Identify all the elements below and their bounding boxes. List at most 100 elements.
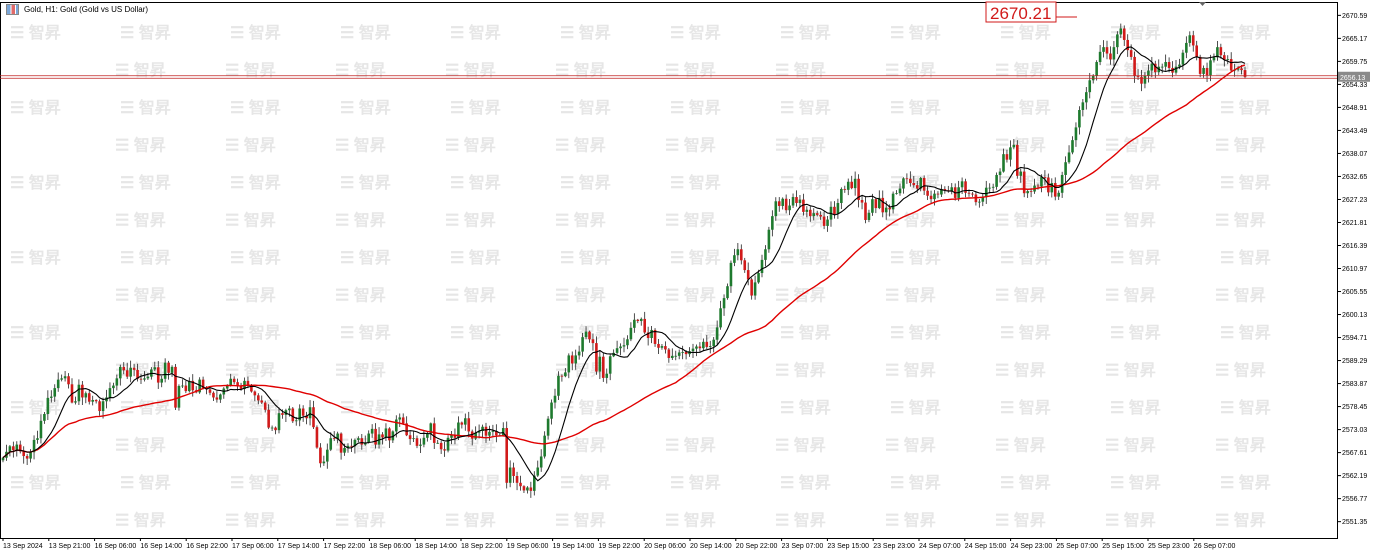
time-tick-label: 13 Sep 21:00 — [49, 543, 91, 550]
time-tick-label: 13 Sep 2024 — [3, 543, 43, 550]
watermark-text: ☰ 智昇 — [775, 511, 826, 530]
candle-body — [457, 422, 460, 438]
candle-body — [1009, 147, 1012, 160]
candle-body — [909, 178, 912, 184]
watermark-text: ☰ 智昇 — [780, 23, 831, 42]
candle-body — [488, 431, 491, 436]
candle-body — [25, 456, 29, 459]
watermark-text: ☰ 智昇 — [560, 98, 611, 117]
watermark-text: ☰ 智昇 — [995, 286, 1046, 305]
candle-body — [481, 426, 484, 431]
candle-body — [1209, 60, 1212, 76]
watermark-text: ☰ 智昇 — [340, 248, 391, 267]
chart-title-bar: Gold, H1: Gold (Gold vs US Dollar) — [6, 3, 148, 15]
watermark-text: ☰ 智昇 — [890, 98, 941, 117]
watermark-text: ☰ 智昇 — [335, 286, 386, 305]
candle-body — [619, 346, 622, 349]
watermark-text: ☰ 智昇 — [1220, 23, 1271, 42]
time-tick-label: 24 Sep 23:00 — [1011, 543, 1053, 550]
candle-body — [567, 355, 571, 373]
watermark-text: ☰ 智昇 — [450, 23, 501, 42]
candle-body — [988, 187, 991, 189]
candle-body — [215, 397, 219, 400]
candle-body — [267, 409, 270, 428]
candle-body — [270, 427, 274, 429]
candle-body — [695, 346, 698, 349]
candle-body — [87, 393, 91, 402]
watermark-text: ☰ 智昇 — [115, 136, 166, 155]
candle-body — [367, 433, 370, 443]
candle-body — [112, 385, 115, 389]
watermark-text: ☰ 智昇 — [1220, 98, 1271, 117]
watermark-text: ☰ 智昇 — [670, 173, 721, 192]
candle-body — [846, 181, 850, 190]
candle-body — [605, 373, 609, 378]
time-tick-label: 24 Sep 15:00 — [965, 543, 1007, 550]
candle-body — [657, 343, 660, 348]
time-tick-label: 20 Sep 14:00 — [690, 543, 732, 550]
candle-body — [653, 329, 657, 344]
high-price-box — [985, 1, 1057, 23]
candle-body — [108, 388, 112, 398]
watermark-text: ☰ 智昇 — [1215, 211, 1266, 230]
watermark-text: ☰ 智昇 — [450, 323, 501, 342]
candle-body — [591, 339, 595, 344]
watermark-text: ☰ 智昇 — [335, 211, 386, 230]
candle-body — [253, 391, 257, 396]
watermark-text: ☰ 智昇 — [1220, 173, 1271, 192]
price-tick-label: 2556.77 — [1342, 496, 1367, 503]
price-tick-label: 2610.97 — [1342, 266, 1367, 273]
watermark-text: ☰ 智昇 — [560, 23, 611, 42]
time-tick-label: 26 Sep 07:00 — [1194, 543, 1236, 550]
candle-body — [1174, 66, 1178, 73]
price-tick-label: 2659.75 — [1342, 59, 1367, 66]
price-tick-label: 2600.13 — [1342, 312, 1367, 319]
candle-body — [298, 408, 301, 421]
candle-body — [1057, 192, 1060, 197]
watermark-text: ☰ 智昇 — [120, 323, 171, 342]
watermark-text: ☰ 智昇 — [665, 211, 716, 230]
candle-body — [833, 206, 836, 215]
candle-body — [929, 195, 933, 200]
candle-body — [460, 422, 464, 425]
candle-body — [81, 384, 84, 398]
time-tick-label: 25 Sep 15:00 — [1102, 543, 1144, 550]
candle-body — [919, 177, 922, 189]
candle-body — [1067, 152, 1071, 163]
price-tick-label: 2665.17 — [1342, 36, 1367, 43]
candle-body — [388, 428, 391, 441]
watermark-text: ☰ 智昇 — [555, 61, 606, 80]
watermark-text: ☰ 智昇 — [120, 23, 171, 42]
candle-body — [1060, 174, 1064, 193]
candle-body — [757, 273, 760, 283]
candle-body — [608, 356, 612, 374]
current-price-label: 2656.13 — [1340, 75, 1365, 82]
time-tick-label: 17 Sep 14:00 — [278, 543, 320, 550]
watermark-text: ☰ 智昇 — [555, 211, 606, 230]
candle-body — [1085, 92, 1088, 103]
candle-body — [277, 413, 281, 431]
time-tick-label: 16 Sep 06:00 — [95, 543, 137, 550]
watermark-text: ☰ 智昇 — [1105, 61, 1156, 80]
time-tick-label: 18 Sep 22:00 — [461, 543, 503, 550]
candle-body — [1129, 50, 1133, 57]
candle-body — [1112, 47, 1116, 60]
candle-body — [760, 259, 764, 274]
watermark-text: ☰ 智昇 — [445, 286, 496, 305]
candle-body — [777, 201, 781, 206]
candle-body — [153, 367, 157, 370]
watermark-text: ☰ 智昇 — [780, 473, 831, 492]
watermark-text: ☰ 智昇 — [225, 61, 276, 80]
candle-body — [660, 346, 664, 348]
watermark-text: ☰ 智昇 — [1215, 436, 1266, 455]
watermark-text: ☰ 智昇 — [780, 248, 831, 267]
candle-body — [746, 270, 750, 280]
candle-body — [39, 420, 43, 439]
candle-body — [1216, 47, 1219, 58]
candle-body — [826, 219, 829, 226]
watermark-text: ☰ 智昇 — [10, 323, 61, 342]
candle-body — [664, 346, 667, 350]
candle-body — [201, 379, 205, 389]
